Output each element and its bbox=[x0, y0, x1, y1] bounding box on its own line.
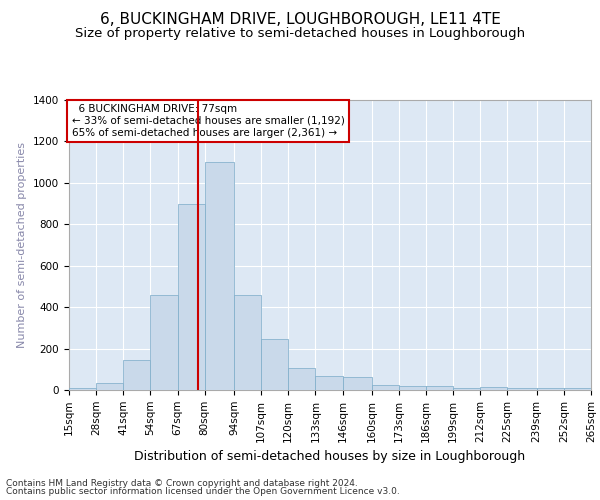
Bar bbox=[508, 388, 537, 390]
Bar bbox=[151, 294, 178, 390]
Y-axis label: Number of semi-detached properties: Number of semi-detached properties bbox=[17, 142, 28, 348]
Bar bbox=[178, 204, 205, 390]
Bar bbox=[481, 387, 508, 390]
Bar bbox=[537, 388, 564, 390]
Bar bbox=[205, 162, 234, 390]
Bar bbox=[96, 383, 123, 390]
Bar bbox=[316, 376, 343, 390]
Text: Contains public sector information licensed under the Open Government Licence v3: Contains public sector information licen… bbox=[6, 487, 400, 496]
Bar bbox=[234, 294, 261, 390]
Bar bbox=[564, 388, 591, 390]
Bar bbox=[123, 360, 151, 390]
Bar bbox=[343, 376, 372, 390]
Bar bbox=[261, 339, 288, 390]
Bar bbox=[372, 385, 399, 390]
Text: Size of property relative to semi-detached houses in Loughborough: Size of property relative to semi-detach… bbox=[75, 28, 525, 40]
Text: 6, BUCKINGHAM DRIVE, LOUGHBOROUGH, LE11 4TE: 6, BUCKINGHAM DRIVE, LOUGHBOROUGH, LE11 … bbox=[100, 12, 500, 28]
Text: 6 BUCKINGHAM DRIVE: 77sqm
← 33% of semi-detached houses are smaller (1,192)
65% : 6 BUCKINGHAM DRIVE: 77sqm ← 33% of semi-… bbox=[71, 104, 344, 138]
Bar bbox=[399, 386, 426, 390]
Bar bbox=[69, 388, 96, 390]
Text: Contains HM Land Registry data © Crown copyright and database right 2024.: Contains HM Land Registry data © Crown c… bbox=[6, 478, 358, 488]
X-axis label: Distribution of semi-detached houses by size in Loughborough: Distribution of semi-detached houses by … bbox=[134, 450, 526, 463]
Bar bbox=[426, 386, 453, 390]
Bar bbox=[453, 388, 481, 390]
Bar bbox=[288, 368, 316, 390]
